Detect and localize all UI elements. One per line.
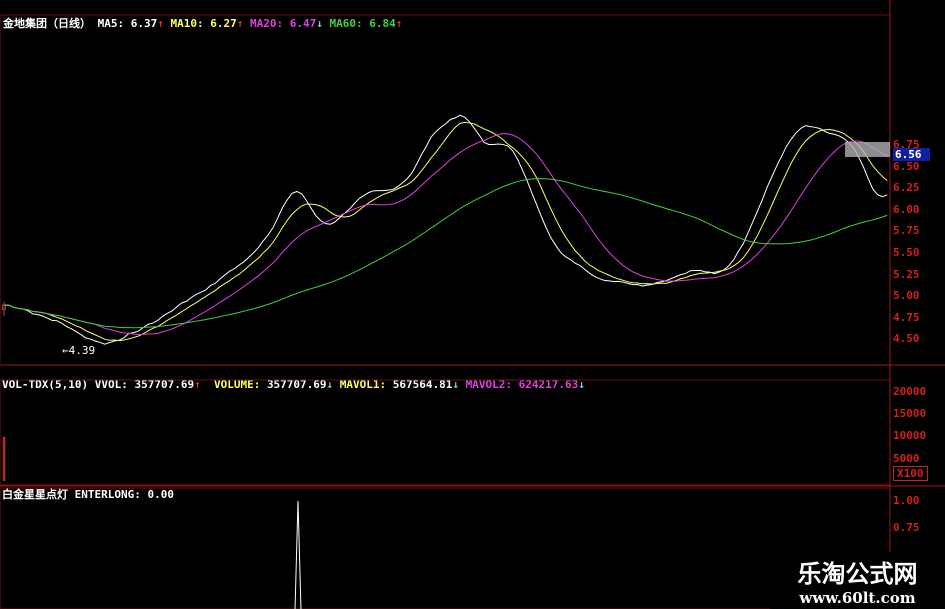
ma5-line (3, 114, 888, 345)
arrow-up-icon: ↑ (157, 17, 164, 30)
y-tick-label: 5.50 (893, 246, 920, 259)
ma20-label: MA20: (250, 17, 284, 30)
price-legend: 金地集团（日线） MA5: 6.37↑ MA10: 6.27↑ MA20: 6.… (3, 2, 402, 31)
volume-bar (2, 436, 6, 481)
watermark-url: www.60lt.com (799, 589, 916, 607)
ma10-label: MA10: (170, 17, 204, 30)
y-tick-label: 6.50 (893, 159, 920, 173)
arrow-up-icon: ↑ (194, 378, 201, 391)
current-price-highlight (845, 142, 890, 157)
indicator-name: 白金星星点灯 (2, 488, 68, 501)
panel-frame (0, 379, 891, 486)
current-price-tag: 6.56 (893, 148, 930, 161)
enterlong-line (294, 500, 302, 609)
volume-label: VOLUME: (213, 378, 261, 391)
y-tick-label: 5.75 (893, 224, 920, 238)
ma5-value: 6.37 (130, 17, 158, 30)
mavol2-value: 624217.63 (518, 378, 579, 391)
arrow-down-icon: ↓ (452, 378, 460, 391)
ma10-value: 6.27 (210, 17, 237, 30)
arrow-up-icon: ↑ (236, 17, 244, 30)
watermark-title: 乐淘公式网 (797, 560, 918, 588)
y-tick-label: 0.75 (893, 521, 920, 535)
ma60-value: 6.84 (369, 17, 396, 30)
ma5-label: MA5: (97, 17, 125, 30)
y-tick-label: 4.50 (893, 332, 920, 346)
volume-unit: X100 (893, 466, 928, 481)
indicator-label: ENTERLONG: (74, 488, 141, 501)
y-tick-label: 5000 (893, 451, 920, 465)
panel-frame (0, 487, 891, 609)
y-tick-label: 1.00 (893, 494, 920, 507)
ma60-line (3, 178, 888, 329)
vvol-label: VVOL: (94, 378, 128, 391)
low-marker: ←4.39 (62, 344, 96, 357)
arrow-down-icon: ↓ (316, 17, 323, 30)
y-tick-label: 15000 (893, 407, 927, 420)
ma10-line (3, 121, 888, 342)
y-tick-label: 6.25 (893, 181, 920, 195)
ma20-line (3, 133, 888, 335)
arrow-down-icon: ↓ (326, 378, 334, 391)
vol-name: VOL-TDX(5,10) (2, 378, 89, 391)
watermark: 乐淘公式网 www.60lt.com (770, 552, 945, 609)
y-tick-label: 5.25 (893, 267, 920, 281)
mavol1-label: MAVOL1: (339, 378, 387, 391)
y-tick-label: 5.00 (893, 289, 920, 303)
volume-legend: VOL-TDX(5,10) VVOL: 357707.69↑ VOLUME: 3… (2, 365, 585, 391)
y-tick-label: 4.75 (893, 310, 920, 324)
volume-value: 357707.69 (266, 378, 327, 391)
y-tick-label: 6.00 (893, 202, 920, 216)
vvol-value: 357707.69 (134, 378, 195, 391)
mavol1-value: 567564.81 (392, 378, 453, 391)
indicator-legend: 白金星星点灯 ENTERLONG: 0.00 (2, 486, 174, 502)
ma60-label: MA60: (329, 17, 363, 30)
arrow-up-icon: ↑ (395, 17, 403, 30)
panel-frame (0, 14, 891, 366)
arrow-down-icon: ↓ (578, 378, 585, 391)
y-tick-label: 10000 (893, 429, 927, 443)
y-tick-label: 6.75 (893, 138, 920, 151)
stock-name: 金地集团（日线） (3, 17, 91, 30)
ma20-value: 6.47 (289, 17, 317, 30)
indicator-value: 0.00 (147, 488, 174, 501)
y-tick-label: 20000 (893, 384, 927, 398)
mavol2-label: MAVOL2: (465, 378, 512, 391)
